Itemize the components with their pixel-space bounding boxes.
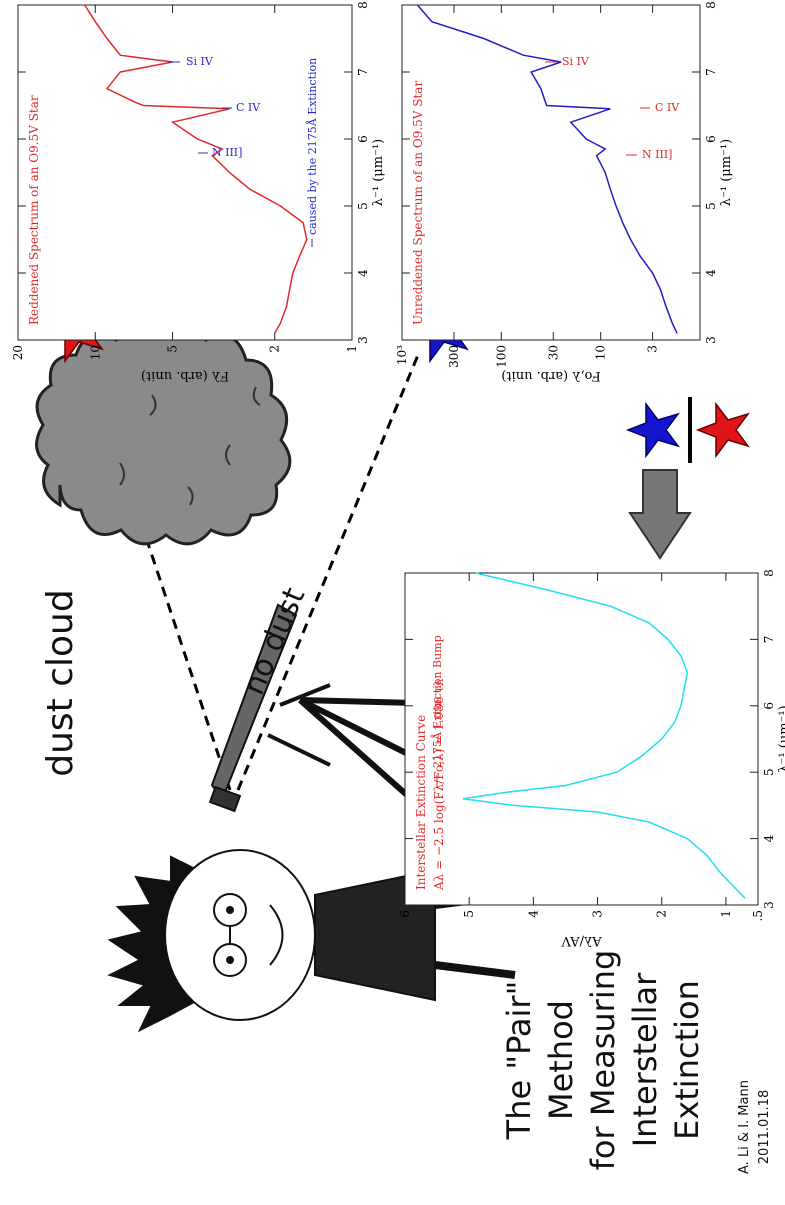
chart-title: Unreddened Spectrum of an O9.5V Star [411, 81, 425, 325]
y-tick-label: .5 [751, 910, 765, 921]
y-tick-label: 5 [462, 910, 476, 918]
title-line: Interstellar [626, 972, 664, 1147]
x-axis-label: λ⁻¹ (μm⁻¹) [371, 139, 386, 206]
x-tick-label: 3 [356, 336, 370, 344]
credit-block: A. Li & I. Mann 2011.01.18 [737, 1080, 772, 1174]
annotation: Si IV [562, 55, 590, 68]
x-axis-label: λ⁻¹ (μm⁻¹) [719, 139, 734, 206]
pair-star-blue [625, 401, 680, 459]
y-tick-label: 20 [11, 345, 25, 360]
x-tick-label: 8 [762, 569, 776, 577]
y-tick-label: 100 [494, 345, 508, 368]
title-line: The "Pair" [500, 981, 538, 1141]
x-tick-label: 5 [704, 202, 718, 210]
plot-frame [17, 4, 353, 341]
annotation: N III] [642, 148, 672, 161]
annotation: C IV [655, 101, 680, 114]
credit-line: A. Li & I. Mann [737, 1080, 752, 1174]
y-axis-label: Fo,λ (arb. unit) [501, 368, 600, 383]
y-tick-label: 2 [655, 910, 669, 918]
x-tick-label: 3 [762, 901, 776, 909]
y-tick-label: 2 [268, 345, 282, 353]
x-tick-label: 7 [762, 636, 776, 644]
x-tick-label: 6 [762, 702, 776, 710]
y-axis-label: Fλ (arb. unit) [141, 368, 229, 383]
pair-star-red [695, 401, 750, 459]
arrow [628, 469, 692, 560]
y-tick-label: 3 [646, 345, 660, 353]
x-tick-label: 7 [356, 68, 370, 76]
title-line: Extinction [668, 980, 706, 1140]
y-tick-label: 5 [166, 345, 180, 353]
title-line: for Measuring [584, 950, 622, 1171]
annotation: N III] [212, 146, 242, 159]
sight-line [76, 332, 232, 791]
sight-line [236, 354, 420, 791]
spectrum-line [462, 572, 746, 899]
y-tick-label: 6 [398, 910, 412, 918]
x-tick-label: 4 [762, 834, 776, 842]
credit-line: 2011.01.18 [757, 1090, 772, 1164]
cloud-detail [119, 386, 261, 506]
y-tick-label: 4 [526, 910, 540, 918]
chart-title: Interstellar Extinction Curve [414, 715, 428, 890]
annotation: Si IV [186, 55, 214, 68]
x-tick-label: 3 [704, 336, 718, 344]
y-tick-label: 30 [546, 345, 560, 360]
chart: 3 4 5 6 7 8 3 10 30 100 300 10³ λ⁻¹ (μm⁻¹) Fo,λ (arb.… [395, 1, 734, 383]
y-axis-label: Aλ/AV [561, 933, 603, 948]
spectrum-line [416, 4, 678, 334]
y-tick-label: 10 [594, 345, 608, 360]
title-block: The "Pair" Method for Measuring Interstella… [500, 950, 706, 1171]
x-tick-label: 5 [356, 202, 370, 210]
x-tick-label: 8 [704, 1, 718, 9]
annotation: 2175Å Extinction Bump [430, 635, 444, 768]
dust-cloud [35, 324, 292, 546]
y-tick-label: 10 [88, 345, 102, 360]
annotation: C IV [236, 101, 261, 114]
y-tick-label: 10³ [395, 345, 409, 365]
chart-title: Reddened Spectrum of an O9.5V Star [27, 95, 41, 325]
chart: 3 4 5 6 7 8 1 2 5 10 20 λ⁻¹ (μm⁻¹) Fλ (arb. unit) Red… [11, 1, 386, 383]
y-tick-label: 1 [719, 910, 733, 918]
x-tick-label: 8 [356, 1, 370, 9]
x-tick-label: 6 [704, 135, 718, 143]
x-tick-label: 4 [356, 269, 370, 277]
chart-subtitle: Aλ = −2.5 log(Fλ/Fo,λ) = 1.086 τλ [432, 678, 446, 891]
x-tick-label: 5 [762, 768, 776, 776]
annotation: caused by the 2175Å Extinction [305, 58, 319, 235]
plot-frame [401, 4, 701, 341]
astronomer [107, 849, 516, 1033]
title-line: Method [542, 1000, 580, 1120]
x-axis-label: λ⁻¹ (μm⁻¹) [777, 705, 785, 772]
x-tick-label: 7 [704, 68, 718, 76]
dust-label: dust cloud [40, 589, 81, 776]
x-tick-label: 6 [356, 135, 370, 143]
y-tick-label: 1 [345, 345, 359, 353]
plot-frame [404, 572, 759, 906]
y-tick-label: 3 [591, 910, 605, 918]
y-tick-label: 300 [447, 345, 461, 368]
x-tick-label: 4 [704, 269, 718, 277]
